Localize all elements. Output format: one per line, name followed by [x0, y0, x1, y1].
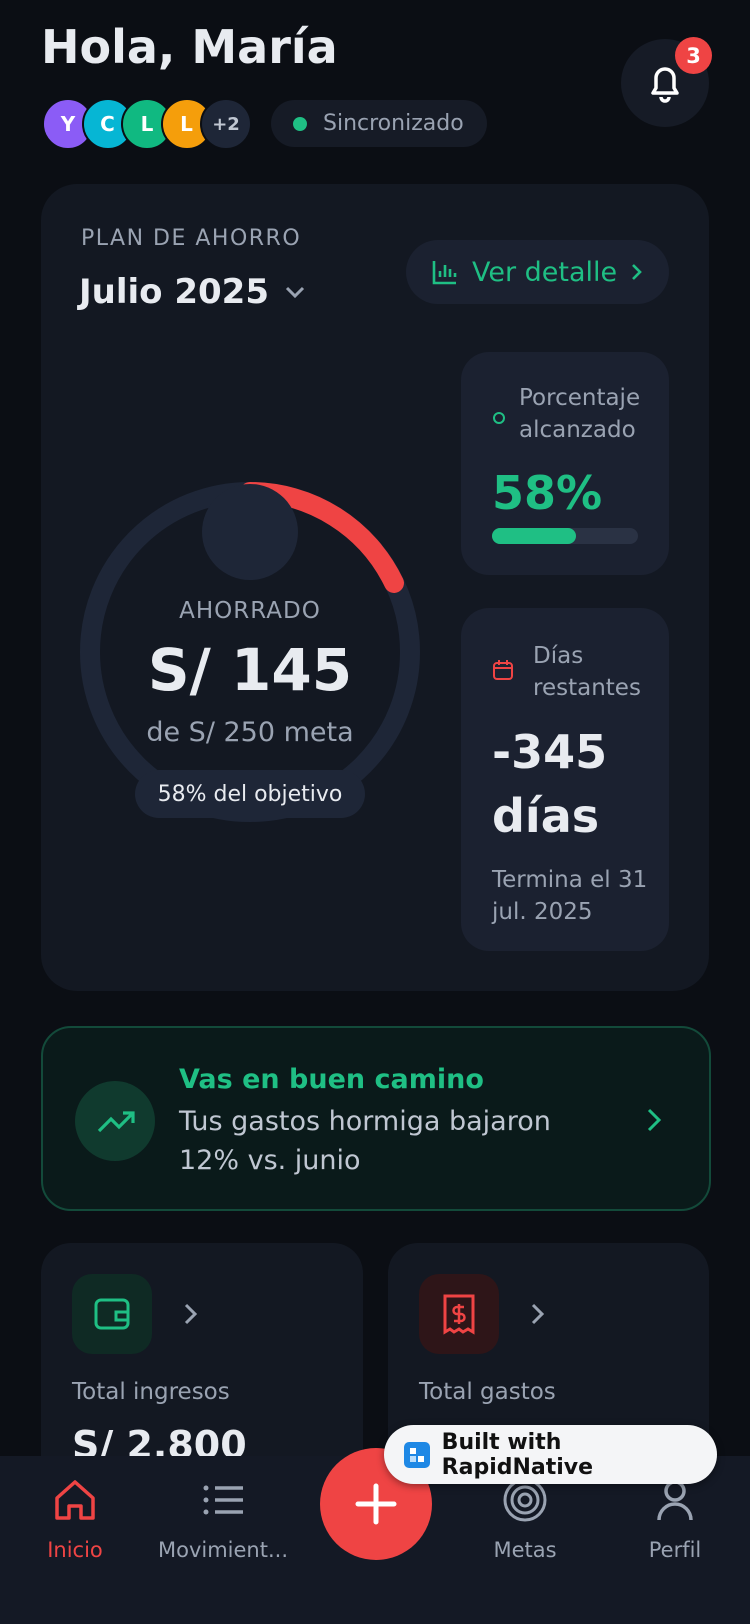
days-card: Días restantes -345 días Termina el 31 j… [461, 608, 669, 951]
sync-status: Sincronizado [323, 111, 464, 136]
saved-label: AHORRADO [179, 598, 321, 624]
detail-label: Ver detalle [472, 256, 618, 288]
chevron-down [285, 286, 305, 299]
nav-movements[interactable]: Movimient... [148, 1476, 298, 1562]
month-selector[interactable]: Julio 2025 [79, 272, 307, 312]
expense-label: Total gastos [419, 1379, 556, 1405]
percent-track [492, 528, 638, 544]
progress-badge: 58% del objetivo [135, 770, 365, 818]
nav-home[interactable]: Inicio [0, 1476, 150, 1562]
sync-dot [293, 116, 307, 131]
calendar-icon [493, 660, 513, 680]
saved-amount: S/ 145 [147, 636, 353, 704]
days-label: Días restantes [533, 643, 641, 701]
month: Julio 2025 [79, 272, 269, 312]
wallet-icon-bg [72, 1274, 152, 1354]
home-icon [55, 1480, 95, 1520]
days-value: -345 días [492, 725, 608, 843]
chevron-right [632, 264, 643, 280]
percent-fill [492, 528, 576, 544]
insight-title: Vas en buen camino [179, 1064, 484, 1095]
chart-icon [432, 261, 457, 285]
nav-label: Perfil [648, 1538, 702, 1562]
bell-icon [651, 67, 679, 103]
receipt-icon [443, 1294, 475, 1335]
nav-label: Movimient... [157, 1538, 288, 1562]
detail-button[interactable]: Ver detalle [406, 240, 669, 304]
rapidnative-logo [404, 1441, 430, 1468]
insight-card[interactable]: Vas en buen camino Tus gastos hormiga ba… [41, 1026, 711, 1211]
trend-icon [97, 1111, 135, 1133]
chevron-right [184, 1303, 198, 1325]
plan-card: PLAN DE AHORRO Julio 2025 Ver detalle AH… [41, 184, 709, 991]
goal-text: de S/ 250 meta [146, 717, 354, 748]
wallet-icon [94, 1298, 130, 1330]
progress-ring [80, 482, 420, 822]
percent-card: Porcentaje alcanzado 58% [461, 352, 669, 575]
receipt-icon-bg [419, 1274, 499, 1354]
nav-profile[interactable]: Perfil [600, 1476, 750, 1562]
greeting: Hola, María [41, 20, 338, 74]
nav-label: Metas [493, 1538, 557, 1562]
trend-icon-bg [75, 1081, 155, 1161]
badge-text: Built with RapidNative [441, 1429, 594, 1480]
nav-label: Inicio [47, 1538, 103, 1562]
sync-pill: Sincronizado [271, 100, 487, 147]
list-icon [203, 1485, 243, 1515]
avatar: L [121, 98, 173, 150]
end-date: Termina el 31 jul. 2025 [492, 867, 648, 925]
nav-goals[interactable]: Metas [450, 1476, 600, 1562]
insight-text: Tus gastos hormiga bajaron 12% vs. junio [179, 1106, 551, 1176]
percent-dot [493, 412, 505, 424]
percent-label: Porcentaje alcanzado [519, 385, 641, 443]
income-label: Total ingresos [72, 1379, 230, 1405]
notification-badge: 3 [675, 37, 712, 74]
chevron-right [531, 1303, 545, 1325]
plus-icon [355, 1483, 397, 1525]
percent-value: 58% [492, 466, 603, 520]
avatar: +2 [200, 98, 252, 150]
plan-label: PLAN DE AHORRO [81, 226, 302, 251]
built-with-badge[interactable]: Built with RapidNative [384, 1425, 717, 1484]
chevron-right [647, 1108, 662, 1132]
